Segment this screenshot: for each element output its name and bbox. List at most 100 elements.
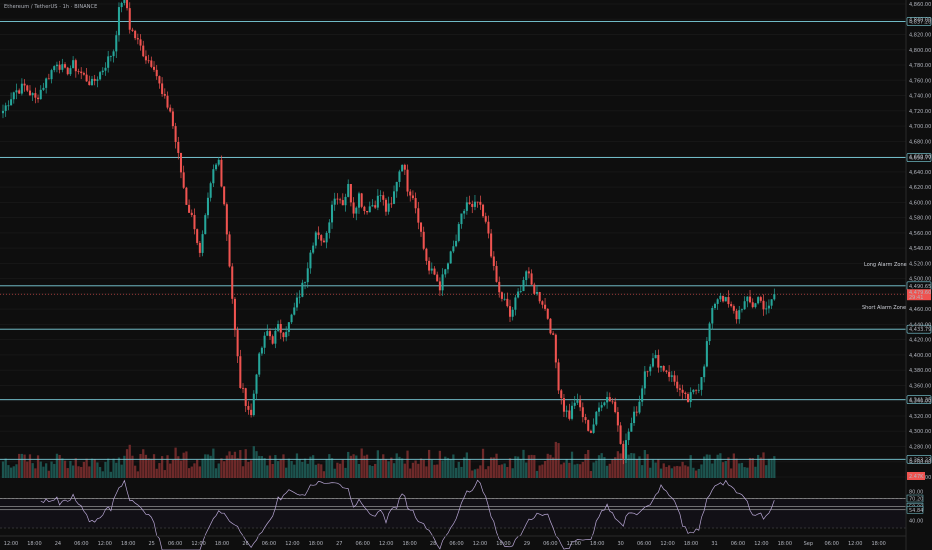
candle-body (703, 366, 706, 378)
volume-bar (196, 459, 199, 478)
candle-body (26, 85, 29, 91)
time-tick-label: 31 (711, 541, 717, 547)
price-tick-label: 4,440.00 (909, 322, 931, 328)
volume-bar (255, 451, 258, 478)
volume-bar (69, 460, 72, 478)
volume-bar (279, 459, 282, 478)
candle-body (754, 303, 757, 308)
candle-body (360, 193, 363, 207)
price-tick-label: 4,800.00 (909, 48, 931, 54)
candle-body (209, 183, 212, 198)
candle-body (69, 68, 72, 75)
time-axis[interactable]: 12:00 18:00 24 06:00 12:00 18:00 25 06:00 12:00 1… (0, 535, 906, 547)
time-tick-label: 28 (430, 541, 436, 547)
candle-body (290, 314, 293, 323)
volume-bar (182, 452, 185, 478)
candle-body (684, 392, 687, 395)
candle-body (177, 141, 180, 153)
candle-body (123, 0, 126, 3)
candle-body (460, 213, 463, 225)
volume-bar (649, 467, 652, 478)
candle-body (398, 171, 401, 182)
candle-body (252, 393, 255, 416)
candle-body (668, 371, 671, 377)
candle-body (557, 362, 560, 391)
candle-body (144, 56, 147, 61)
candle-body (263, 335, 266, 348)
candle-body (171, 111, 174, 127)
volume-label: 2.47K (909, 474, 924, 480)
volume-bar (206, 454, 210, 478)
time-tick-label: 12:00 (848, 541, 862, 547)
volume-bar (225, 455, 228, 478)
candle-body (88, 81, 91, 86)
volume-bar (411, 462, 415, 478)
volume-bar (152, 454, 156, 478)
candle-body (220, 159, 223, 187)
candle-body (584, 417, 587, 421)
volume-bar (409, 468, 412, 478)
volume-bar (762, 452, 765, 478)
volume-bar (158, 463, 161, 478)
candle-body (732, 306, 735, 311)
volume-bar (651, 459, 655, 478)
candle-body (678, 388, 681, 390)
volume-bar (201, 458, 204, 478)
volume-bar (414, 460, 417, 478)
price-axis[interactable]: 4,860.00 4,840.00 4,820.00 4,800.00 4,780.00… (905, 0, 931, 550)
volume-bar (436, 464, 439, 478)
candle-body (411, 195, 414, 199)
candle-body (770, 299, 773, 306)
volume-bar (320, 464, 323, 478)
candle-body (546, 308, 549, 319)
time-tick-label: 12:00 (379, 541, 393, 547)
volume-bar (360, 448, 363, 478)
price-tick-label: 4,760.00 (909, 78, 931, 84)
volume-bar (638, 456, 641, 478)
horizontal-levels[interactable]: 4,837.20 4,658.77 4,490.65 4,433.79 4,341.35… (0, 17, 932, 464)
volume-bar (635, 459, 638, 478)
volume-bar (641, 465, 644, 478)
candle-body (716, 299, 719, 304)
candle-body (204, 215, 207, 235)
volume-bar (187, 468, 191, 478)
time-tick-label: 30 (618, 541, 624, 547)
volume-bar (662, 463, 665, 478)
time-tick-label: 12:00 (98, 541, 112, 547)
candle-body (225, 204, 228, 235)
level-price-tag (906, 153, 932, 162)
candle-body (182, 172, 185, 188)
time-tick-label: 06:00 (74, 541, 88, 547)
candle-body (368, 206, 371, 213)
volume-bar (136, 471, 139, 478)
candle-body (15, 90, 18, 93)
candle-body (468, 202, 471, 205)
volume-bar (622, 459, 625, 478)
candle-body (188, 204, 191, 213)
volume-bar (382, 454, 385, 478)
time-tick-label: 12:00 (191, 541, 205, 547)
rsi-level-label: 54.84 (909, 508, 923, 514)
volume-bar (646, 454, 649, 478)
candle-body (4, 105, 7, 111)
volume-bar (552, 457, 555, 478)
candle-body (45, 78, 48, 88)
volume-bar (312, 455, 315, 478)
candle-body (166, 95, 169, 108)
candle-body (12, 92, 15, 100)
volume-bar (692, 467, 695, 478)
candle-body (228, 234, 231, 267)
candle-body (169, 107, 172, 112)
candle-body (39, 89, 42, 100)
candle-body (268, 331, 272, 337)
volume-bar (576, 463, 579, 478)
volume-bar (457, 461, 460, 478)
volume-bar (303, 458, 307, 478)
candle-body (20, 83, 23, 94)
volume-bar (519, 459, 522, 478)
volume-bar (392, 463, 396, 478)
volume-bar (150, 458, 153, 478)
volume-bar (535, 470, 539, 478)
candle-body (201, 234, 204, 253)
